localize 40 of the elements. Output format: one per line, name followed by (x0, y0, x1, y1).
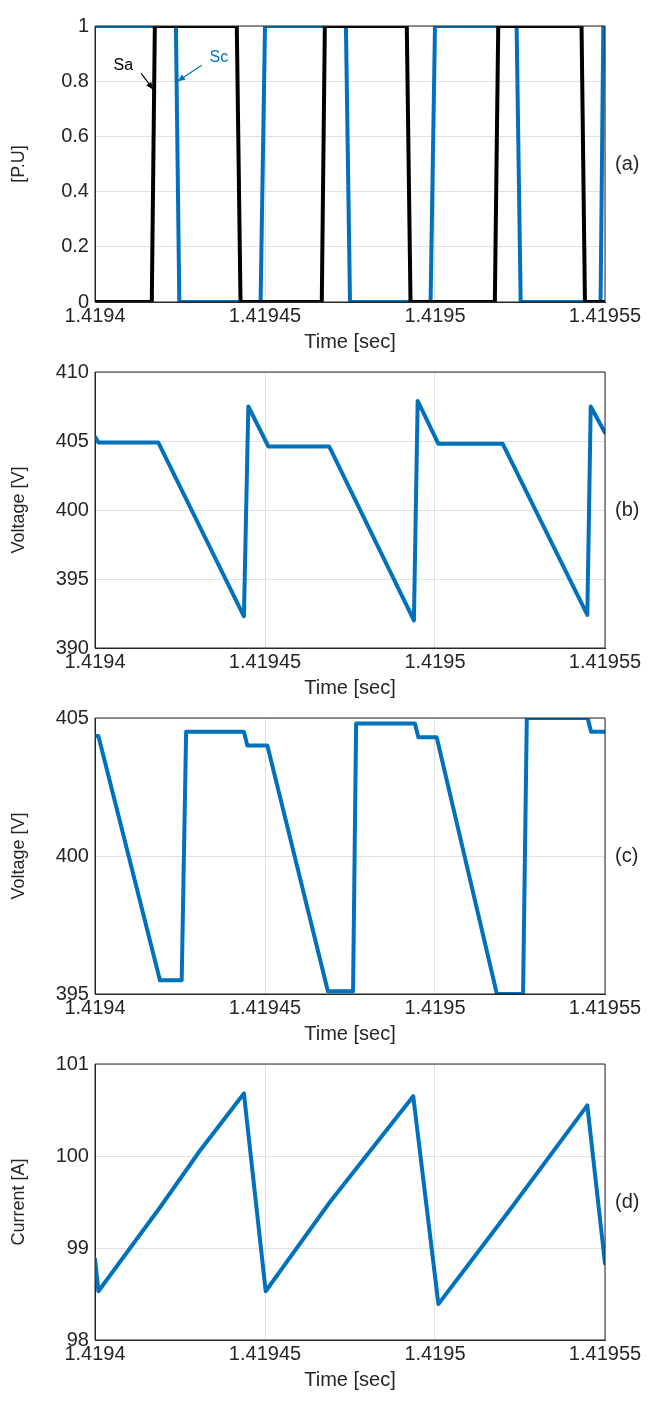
y-tick-label: 405 (55, 428, 89, 451)
text: (a) (615, 151, 640, 174)
x-tick-label: 1.41945 (228, 303, 302, 326)
y-tick-label: 395 (55, 566, 89, 589)
y-tick-label: 0.2 (61, 234, 89, 257)
x-axis-title: Time [sec] (304, 1021, 396, 1044)
y-axis-title: Current [A] (7, 1158, 28, 1246)
y-tick-label: 0.4 (61, 179, 89, 202)
x-tick-label: 1.41955 (568, 1341, 642, 1364)
y-tick-label: 99 (66, 1235, 89, 1258)
text: (c) (615, 843, 639, 866)
y-tick-label: 0.8 (61, 68, 89, 91)
y-tick-label: 400 (55, 843, 89, 866)
annotation: Sa (113, 55, 134, 73)
x-tick-label: 1.41945 (228, 995, 302, 1018)
y-tick-label: 0.6 (61, 123, 89, 146)
x-tick-label: 1.4195 (404, 995, 466, 1018)
x-tick-label: 1.41945 (228, 1341, 302, 1364)
y-tick-label: 410 (55, 359, 89, 382)
y-tick-label: 405 (55, 705, 89, 728)
x-tick-label: 1.41955 (568, 995, 642, 1018)
y-tick-label: 1 (77, 13, 89, 36)
y-tick-label: 101 (55, 1051, 89, 1074)
y-axis-title: Voltage [V] (7, 466, 28, 554)
text: (b) (615, 497, 640, 520)
y-axis-title: [P.U] (7, 145, 28, 183)
y-tick-label: 400 (55, 497, 89, 520)
x-tick-label: 1.41945 (228, 649, 302, 672)
x-tick-label: 1.41955 (568, 303, 642, 326)
y-axis-title: Voltage [V] (7, 812, 28, 900)
text: (d) (615, 1189, 640, 1212)
x-axis-title: Time [sec] (304, 1367, 396, 1390)
x-tick-label: 1.4195 (404, 303, 466, 326)
x-tick-label: 1.4195 (404, 1341, 466, 1364)
x-axis-title: Time [sec] (304, 329, 396, 352)
x-tick-label: 1.41955 (568, 649, 642, 672)
x-tick-label: 1.4195 (404, 649, 466, 672)
y-tick-label: 100 (55, 1143, 89, 1166)
annotation: Sc (209, 47, 229, 65)
x-axis-title: Time [sec] (304, 675, 396, 698)
